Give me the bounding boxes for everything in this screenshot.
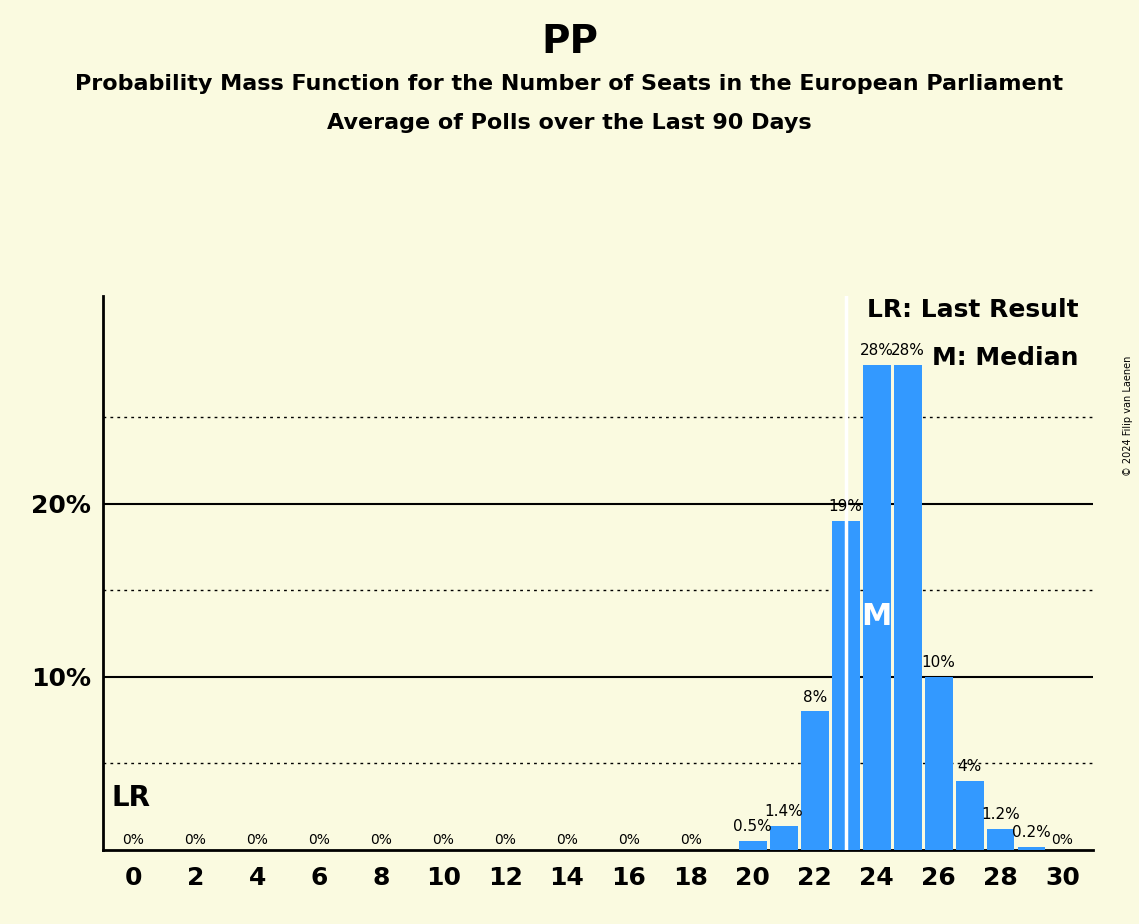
Bar xyxy=(956,781,983,850)
Bar xyxy=(831,521,860,850)
Text: M: Median: M: Median xyxy=(932,346,1079,370)
Bar xyxy=(739,842,767,850)
Bar xyxy=(862,365,891,850)
Text: PP: PP xyxy=(541,23,598,61)
Text: 1.2%: 1.2% xyxy=(981,808,1019,822)
Text: 1.4%: 1.4% xyxy=(764,804,803,819)
Text: 19%: 19% xyxy=(829,499,862,514)
Bar xyxy=(801,711,829,850)
Text: 0%: 0% xyxy=(309,833,330,846)
Text: M: M xyxy=(861,602,892,631)
Text: 0%: 0% xyxy=(556,833,577,846)
Text: 28%: 28% xyxy=(860,343,894,359)
Bar xyxy=(770,826,797,850)
Text: 4%: 4% xyxy=(958,759,982,774)
Text: 0%: 0% xyxy=(1051,833,1073,846)
Text: 0%: 0% xyxy=(370,833,392,846)
Text: 28%: 28% xyxy=(891,343,925,359)
Text: 8%: 8% xyxy=(803,689,827,704)
Text: 0%: 0% xyxy=(494,833,516,846)
Text: Probability Mass Function for the Number of Seats in the European Parliament: Probability Mass Function for the Number… xyxy=(75,74,1064,94)
Text: LR: Last Result: LR: Last Result xyxy=(867,298,1079,322)
Text: © 2024 Filip van Laenen: © 2024 Filip van Laenen xyxy=(1123,356,1133,476)
Bar xyxy=(894,365,921,850)
Text: 0%: 0% xyxy=(618,833,640,846)
Bar xyxy=(986,830,1015,850)
Bar xyxy=(1017,846,1046,850)
Text: 0%: 0% xyxy=(123,833,145,846)
Bar xyxy=(925,676,952,850)
Text: 0%: 0% xyxy=(680,833,702,846)
Text: 0%: 0% xyxy=(185,833,206,846)
Text: Average of Polls over the Last 90 Days: Average of Polls over the Last 90 Days xyxy=(327,113,812,133)
Text: LR: LR xyxy=(112,784,150,812)
Text: 0%: 0% xyxy=(432,833,454,846)
Text: 10%: 10% xyxy=(921,655,956,670)
Text: 0%: 0% xyxy=(246,833,269,846)
Text: 0.5%: 0.5% xyxy=(734,820,772,834)
Text: 0.2%: 0.2% xyxy=(1013,825,1051,840)
